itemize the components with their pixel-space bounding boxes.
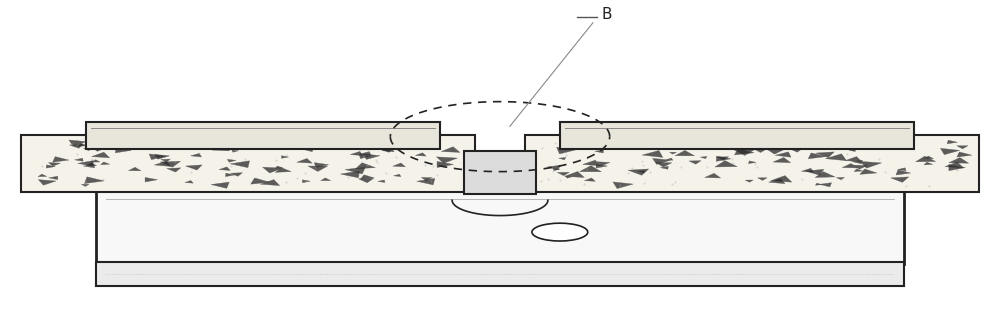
Text: B: B [602, 7, 612, 22]
Bar [86, 122, 440, 149]
Bar [464, 151, 536, 194]
Bar [21, 135, 475, 192]
Bar [96, 262, 904, 286]
Bar [525, 135, 979, 192]
Bar [560, 122, 914, 149]
Circle shape [532, 223, 588, 241]
Bar [96, 191, 904, 264]
